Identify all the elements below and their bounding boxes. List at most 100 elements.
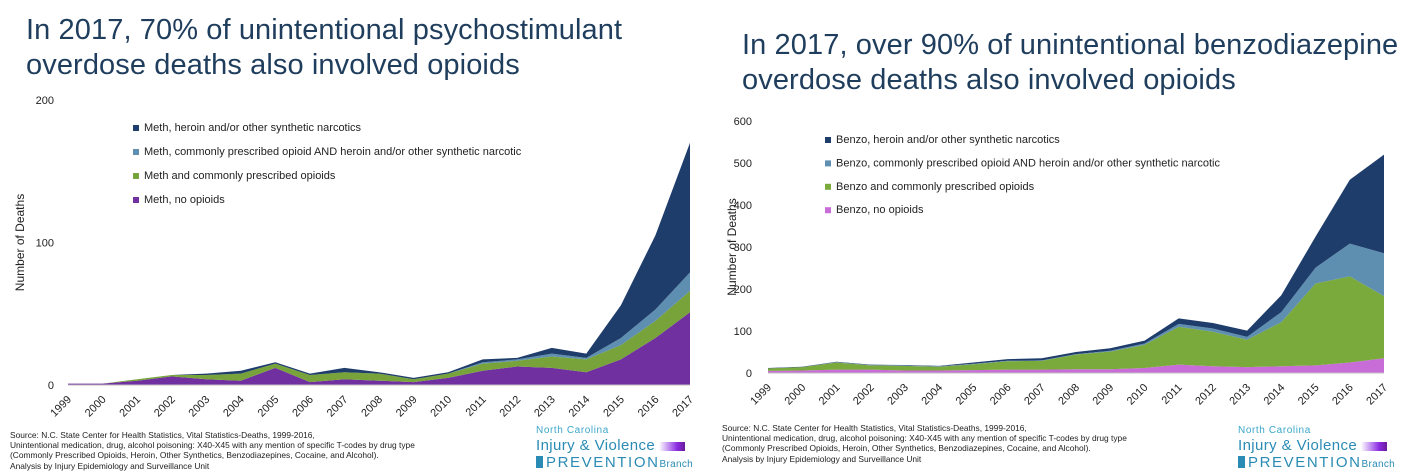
logo-line-prevention: PREVENTIONBranch (536, 454, 693, 473)
y-tick-label: 0 (48, 380, 54, 392)
y-tick-label: 200 (734, 284, 752, 296)
series-area-1 (68, 290, 690, 384)
x-tick-label: 2004 (221, 394, 247, 420)
logo-suffix: Branch (659, 459, 694, 470)
x-tick-label: 2016 (636, 394, 662, 420)
logo-suffix: Branch (1361, 459, 1396, 470)
legend-swatch (133, 197, 139, 203)
x-tick-label: 2003 (885, 382, 911, 408)
logo-square-icon (536, 456, 543, 468)
series-area-0 (768, 358, 1384, 373)
x-tick-label: 2011 (1160, 382, 1185, 407)
y-tick-label: 200 (36, 95, 54, 107)
logo-text: PREVENTION (546, 454, 660, 471)
legend-swatch (133, 149, 139, 155)
legend-label: Meth, commonly prescribed opioid AND her… (144, 146, 522, 158)
legend-label: Meth, heroin and/or other synthetic narc… (144, 122, 362, 134)
x-tick-label: 2015 (1296, 382, 1322, 408)
x-tick-label: 2000 (83, 394, 109, 420)
y-tick-label: 600 (734, 116, 752, 128)
x-tick-label: 2007 (1022, 382, 1048, 408)
x-tick-label: 2015 (601, 394, 627, 420)
y-tick-label: 500 (734, 158, 752, 170)
series-area-1 (768, 276, 1384, 371)
x-tick-label: 2009 (394, 394, 420, 420)
logo-text: Injury & Violence (536, 437, 656, 454)
x-tick-label: 1999 (748, 382, 774, 408)
x-tick-label: 2009 (1091, 382, 1117, 408)
source-line: Analysis by Injury Epidemiology and Surv… (10, 460, 210, 471)
logo-line-injury-violence: Injury & Violence (536, 437, 693, 454)
y-axis-label: Number of Deaths (725, 198, 739, 295)
legend-swatch (133, 173, 139, 179)
logo-line-north-carolina: North Carolina (536, 425, 609, 436)
x-tick-label: 2000 (783, 382, 809, 408)
legend-label: Benzo and commonly prescribed opioids (836, 181, 1035, 193)
right-panel: In 2017, over 90% of unintentional benzo… (716, 0, 1408, 476)
legend-swatch (825, 137, 831, 143)
x-tick-label: 2017 (1364, 382, 1390, 408)
x-tick-label: 2010 (1125, 382, 1151, 408)
legend-swatch (133, 125, 139, 131)
y-tick-label: 300 (734, 242, 752, 254)
logo-line-north-carolina: North Carolina (1238, 425, 1311, 436)
legend-label: Benzo, no opioids (836, 204, 924, 216)
logo-text: PREVENTION (1248, 454, 1362, 471)
y-tick-label: 400 (734, 200, 752, 212)
legend-swatch (825, 183, 831, 190)
left-ivp-logo: North Carolina Injury & Violence PREVENT… (536, 425, 693, 473)
logo-square-icon (1238, 456, 1245, 468)
y-tick-label: 100 (36, 238, 54, 250)
benzodiazepine-chart: 0 100 200 300 400 500 600 1999 2000 2001 2002 2003 2… (725, 116, 1390, 408)
source-line: (Commonly Prescribed Opioids, Heroin, Ot… (722, 443, 1091, 454)
x-tick-label: 2011 (464, 394, 489, 419)
source-line: Unintentional medication, drug, alcohol … (722, 433, 1127, 444)
x-tick-label: 2001 (817, 382, 843, 408)
x-tick-label: 2006 (988, 382, 1014, 408)
x-tick-label: 2014 (567, 394, 593, 420)
x-tick-label: 2012 (1193, 382, 1219, 408)
x-tick-label: 2002 (851, 382, 877, 408)
x-tick-label: 2008 (1056, 382, 1082, 408)
left-source-note: Source: N.C. State Center for Health Sta… (10, 430, 530, 471)
legend-swatch (825, 160, 831, 167)
source-line: Source: N.C. State Center for Health Sta… (722, 423, 1027, 433)
right-ivp-logo: North Carolina Injury & Violence PREVENT… (1238, 425, 1395, 473)
logo-line-injury-violence: Injury & Violence (1238, 437, 1395, 454)
x-tick-label: 2012 (498, 394, 524, 420)
source-line: Analysis by Injury Epidemiology and Surv… (722, 453, 922, 464)
y-axis-label: Number of Deaths (13, 194, 27, 291)
psychostimulant-chart: 0 100 200 1999 2000 2001 2002 2003 2004 2005 2006 2… (13, 95, 696, 420)
x-tick-label: 2004 (919, 382, 945, 408)
logo-text: Injury & Violence (1238, 437, 1358, 454)
x-tick-label: 2001 (117, 394, 143, 420)
series-area-0 (68, 312, 690, 385)
x-tick-label: 1999 (48, 394, 74, 420)
x-tick-label: 2016 (1330, 382, 1356, 408)
x-tick-label: 2007 (325, 394, 351, 420)
legend-label: Meth and commonly prescribed opioids (144, 170, 336, 182)
legend-label: Meth, no opioids (144, 194, 225, 206)
logo-gradient-bar (659, 441, 686, 451)
logo-line-prevention: PREVENTIONBranch (1238, 454, 1395, 473)
x-tick-label: 2013 (532, 394, 558, 420)
x-tick-label: 2005 (954, 382, 980, 408)
legend-label: Benzo, heroin and/or other synthetic nar… (836, 134, 1060, 146)
x-tick-label: 2014 (1262, 382, 1288, 408)
y-tick-label: 0 (746, 368, 752, 380)
source-line: Source: N.C. State Center for Health Sta… (10, 430, 315, 440)
legend-label: Benzo, commonly prescribed opioid AND he… (836, 157, 1220, 169)
left-panel: In 2017, 70% of unintentional psychostim… (10, 14, 696, 473)
left-headline: In 2017, 70% of unintentional psychostim… (26, 14, 623, 81)
x-tick-label: 2003 (187, 394, 213, 420)
logo-gradient-bar (1361, 441, 1388, 451)
right-source-note: Source: N.C. State Center for Health Sta… (722, 423, 1222, 464)
x-tick-label: 2017 (670, 394, 696, 420)
right-headline: In 2017, over 90% of unintentional benzo… (742, 29, 1399, 96)
x-tick-label: 2002 (152, 394, 178, 420)
y-tick-label: 100 (734, 326, 752, 338)
source-line: (Commonly Prescribed Opioids, Heroin, Ot… (10, 450, 379, 461)
x-tick-label: 2010 (428, 394, 454, 420)
source-line: Unintentional medication, drug, alcohol … (10, 440, 415, 451)
x-tick-label: 2006 (290, 394, 316, 420)
